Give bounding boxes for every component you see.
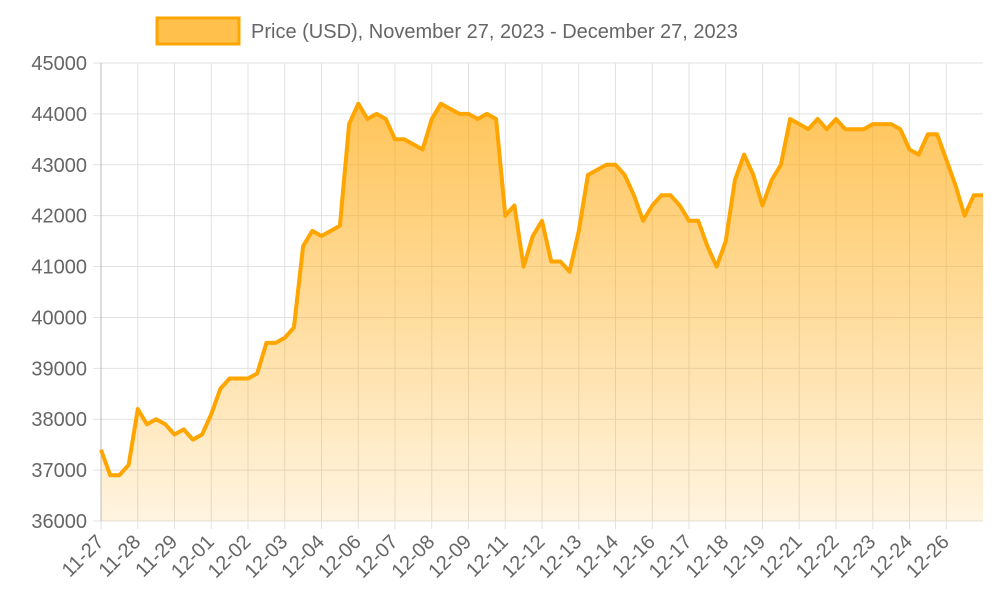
y-tick-label: 43000 (31, 155, 87, 177)
x-tick-label: 12-09 (424, 531, 476, 583)
y-tick-label: 37000 (31, 460, 87, 482)
area (101, 103, 983, 521)
y-tick-label: 45000 (31, 53, 87, 75)
x-tick-label: 11-28 (95, 531, 146, 582)
y-tick-label: 41000 (31, 257, 87, 279)
y-tick-label: 36000 (31, 511, 87, 533)
x-tick-label: 11-27 (58, 531, 109, 582)
y-tick-label: 44000 (31, 104, 87, 126)
legend-label: Price (USD), November 27, 2023 - Decembe… (251, 21, 738, 43)
y-tick-label: 38000 (31, 409, 87, 431)
legend-swatch (155, 16, 241, 46)
x-tick-label: 12-26 (902, 531, 954, 583)
line (99, 101, 983, 478)
y-tick-label: 39000 (31, 358, 87, 380)
y-tick-label: 40000 (31, 307, 87, 329)
y-tick-label: 42000 (31, 206, 87, 228)
